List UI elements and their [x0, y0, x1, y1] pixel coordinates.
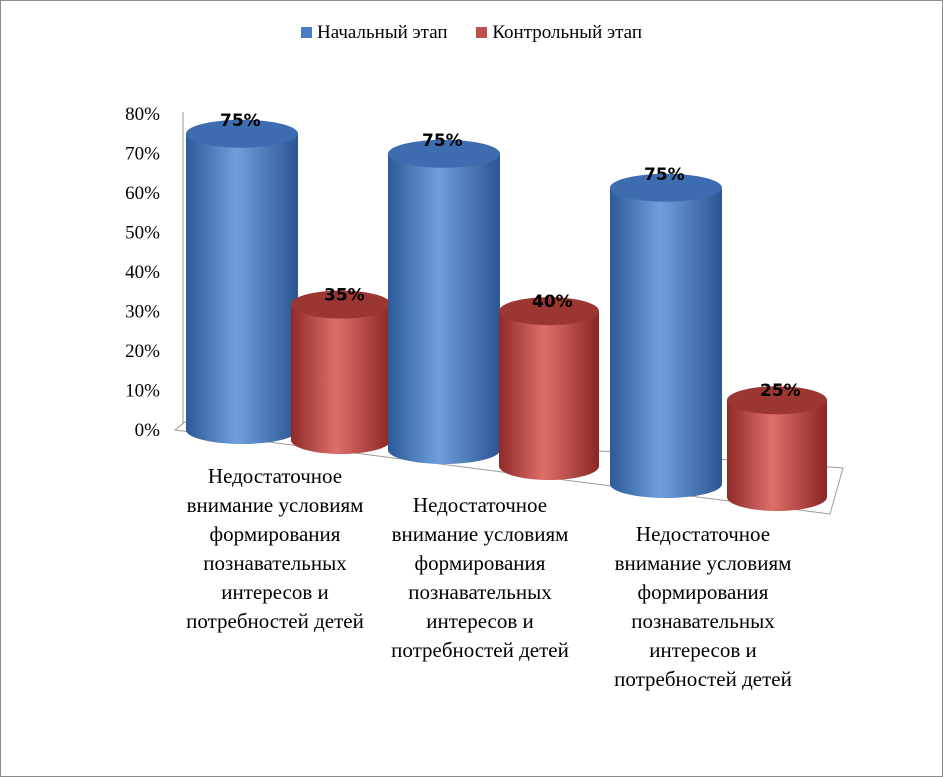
bar-body [388, 153, 500, 464]
data-label: 75% [220, 111, 261, 131]
bar-initial-3 [610, 173, 722, 498]
bar-control-1 [291, 290, 391, 454]
legend-swatch-initial [300, 27, 312, 38]
data-label: 35% [324, 286, 365, 306]
y-tick-label: 50% [125, 223, 160, 244]
category-label-3: Недостаточное внимание условиям формиров… [614, 522, 792, 691]
data-label: 75% [644, 165, 685, 185]
legend-item-control: Контрольный этап [476, 22, 642, 44]
bar-top [291, 290, 391, 319]
y-tick-label: 10% [125, 381, 160, 402]
bar-body [291, 304, 391, 454]
y-tick-label: 30% [125, 302, 160, 323]
bar-body [727, 400, 827, 511]
legend-label-control: Контрольный этап [492, 22, 643, 43]
legend-swatch-control [476, 27, 488, 38]
y-tick-label: 20% [125, 341, 160, 362]
bar-body [499, 311, 599, 480]
legend-item-initial: Начальный этап [300, 22, 448, 44]
bar-top [610, 173, 722, 202]
bar-top [186, 119, 298, 148]
y-tick-label: 70% [125, 144, 160, 165]
category-label-1: Недостаточное внимание условиям формиров… [186, 464, 364, 633]
y-tick-label: 0% [135, 420, 161, 441]
data-label: 75% [422, 131, 463, 151]
bar-initial-1 [186, 119, 298, 444]
bar-control-3 [727, 386, 827, 511]
bar-top [388, 139, 500, 168]
y-tick-label: 40% [125, 262, 160, 283]
bar-control-2 [499, 297, 599, 480]
category-label-2: Недостаточное внимание условиям формиров… [391, 493, 569, 662]
legend-label-initial: Начальный этап [316, 22, 448, 43]
bar-initial-2 [388, 139, 500, 464]
data-label: 40% [532, 292, 573, 312]
y-tick-label: 80% [125, 104, 160, 125]
legend: Начальный этап Контрольный этап [0, 22, 943, 44]
bar-top [727, 386, 827, 415]
bar-top [499, 297, 599, 326]
bar-body [186, 133, 298, 444]
bar-body [610, 187, 722, 498]
y-tick-label: 60% [125, 183, 160, 204]
data-label: 25% [760, 381, 801, 401]
